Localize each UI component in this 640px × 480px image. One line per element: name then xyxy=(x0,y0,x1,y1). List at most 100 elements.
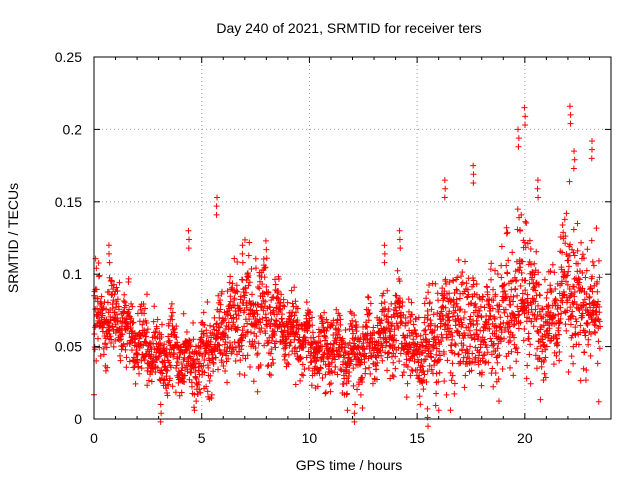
data-point xyxy=(234,324,241,331)
data-point xyxy=(576,279,583,286)
data-point xyxy=(539,305,546,312)
data-point xyxy=(392,353,399,360)
data-point xyxy=(190,404,197,411)
data-point xyxy=(381,299,388,306)
data-point xyxy=(522,287,529,294)
data-point xyxy=(542,333,549,340)
y-tick-label: 0 xyxy=(74,411,82,427)
data-point xyxy=(570,343,577,350)
data-point xyxy=(218,359,225,366)
data-point xyxy=(518,211,525,218)
data-point xyxy=(327,341,334,348)
data-point xyxy=(219,288,226,295)
data-point xyxy=(573,301,580,308)
data-point xyxy=(489,305,496,312)
data-point xyxy=(541,357,548,364)
data-point xyxy=(564,307,571,314)
data-point xyxy=(554,339,561,346)
data-point xyxy=(433,351,440,358)
data-point xyxy=(427,350,434,357)
data-point xyxy=(192,364,199,371)
x-tick-label: 0 xyxy=(90,430,98,446)
data-point xyxy=(596,309,603,316)
data-point xyxy=(423,378,430,385)
data-point xyxy=(594,278,601,285)
data-point xyxy=(212,354,219,361)
data-point xyxy=(383,339,390,346)
data-point xyxy=(123,354,130,361)
data-point xyxy=(117,357,124,364)
data-point xyxy=(208,391,215,398)
data-point xyxy=(299,361,306,368)
data-point xyxy=(158,333,165,340)
data-point xyxy=(486,325,493,332)
data-point xyxy=(148,378,155,385)
data-point xyxy=(558,310,565,317)
data-point xyxy=(357,391,364,398)
data-point xyxy=(176,392,183,399)
data-point xyxy=(559,221,566,228)
data-point xyxy=(381,250,388,257)
data-point xyxy=(174,359,181,366)
data-point xyxy=(158,410,165,417)
x-axis-label: GPS time / hours xyxy=(296,457,403,473)
data-point xyxy=(215,292,222,299)
data-point xyxy=(232,344,239,351)
data-point xyxy=(131,336,138,343)
data-point xyxy=(562,321,569,328)
data-point xyxy=(391,332,398,339)
data-point xyxy=(196,386,203,393)
data-point xyxy=(481,336,488,343)
data-point xyxy=(195,379,202,386)
data-point xyxy=(194,381,201,388)
data-point xyxy=(132,380,139,387)
data-point xyxy=(514,126,521,133)
data-point xyxy=(580,365,587,372)
data-point xyxy=(257,319,264,326)
data-point xyxy=(480,352,487,359)
data-point xyxy=(112,321,119,328)
data-point xyxy=(361,359,368,366)
data-point xyxy=(284,360,291,367)
data-point xyxy=(254,301,261,308)
data-point xyxy=(217,301,224,308)
data-point xyxy=(432,402,439,409)
data-point xyxy=(586,300,593,307)
data-point xyxy=(313,357,320,364)
data-point xyxy=(188,369,195,376)
data-point xyxy=(239,250,246,257)
data-point xyxy=(546,330,553,337)
data-point xyxy=(144,382,151,389)
data-point xyxy=(481,304,488,311)
data-point xyxy=(355,344,362,351)
data-point xyxy=(531,260,538,267)
data-point xyxy=(208,394,215,401)
data-point xyxy=(552,332,559,339)
data-point xyxy=(270,360,277,367)
data-point xyxy=(309,314,316,321)
data-point xyxy=(364,324,371,331)
data-point xyxy=(233,311,240,318)
data-point xyxy=(437,320,444,327)
data-point xyxy=(201,369,208,376)
data-point xyxy=(392,292,399,299)
data-point xyxy=(595,298,602,305)
data-point xyxy=(137,306,144,313)
data-point xyxy=(222,315,229,322)
data-point xyxy=(114,315,121,322)
data-point xyxy=(570,360,577,367)
data-point xyxy=(385,319,392,326)
data-point xyxy=(210,332,217,339)
data-point xyxy=(169,383,176,390)
data-point xyxy=(407,317,414,324)
data-point xyxy=(583,267,590,274)
data-point xyxy=(258,304,265,311)
data-point xyxy=(302,334,309,341)
data-point xyxy=(111,291,118,298)
data-point xyxy=(521,239,528,246)
data-point xyxy=(351,312,358,319)
data-point xyxy=(151,303,158,310)
data-point xyxy=(233,282,240,289)
data-point xyxy=(569,313,576,320)
data-point xyxy=(409,368,416,375)
